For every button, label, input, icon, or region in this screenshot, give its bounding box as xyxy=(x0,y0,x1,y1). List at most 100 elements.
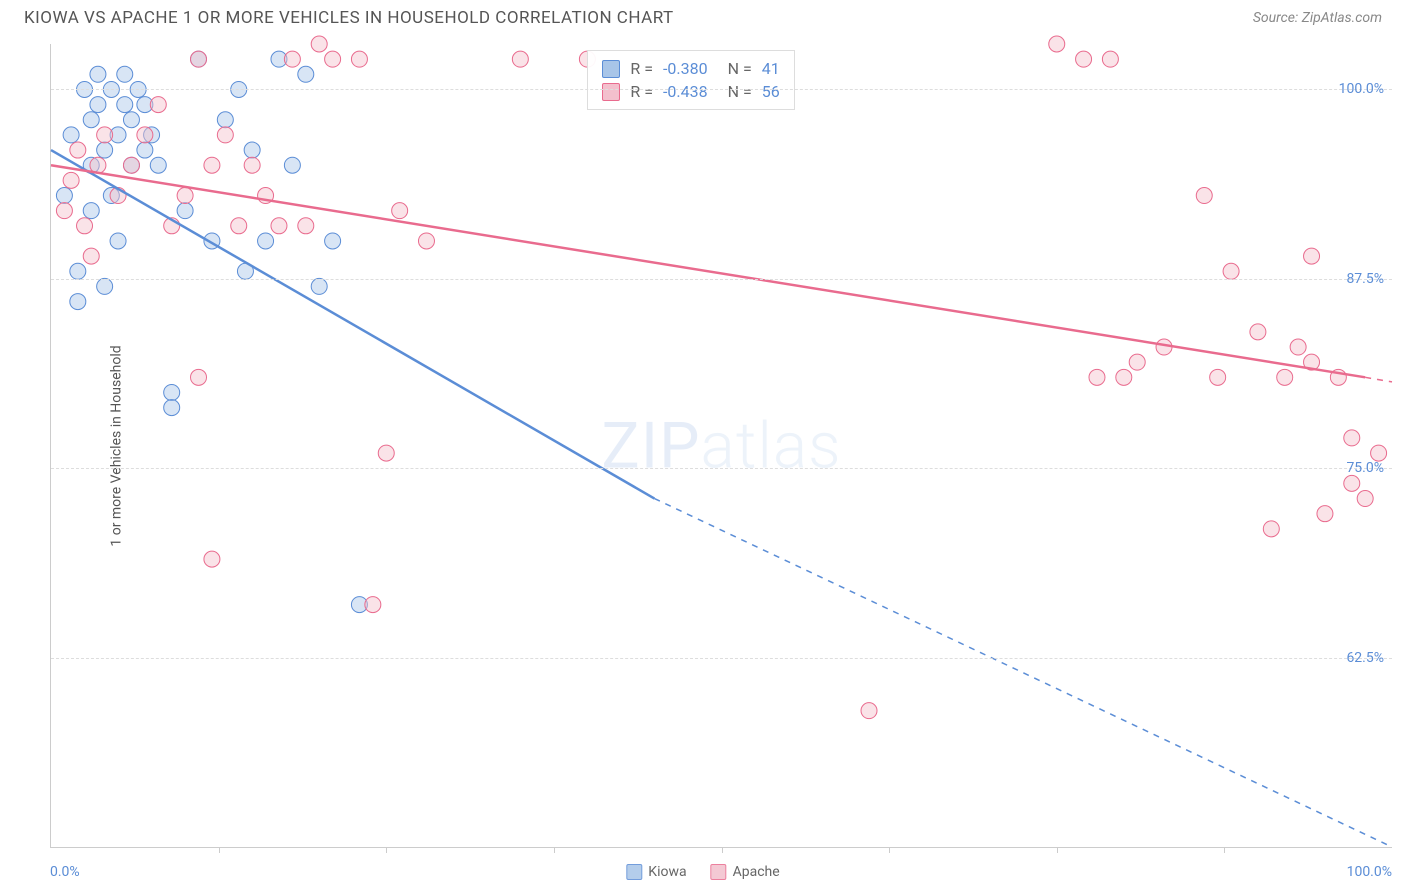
data-point xyxy=(1344,475,1360,491)
data-point xyxy=(97,127,113,143)
x-tick xyxy=(1057,847,1058,853)
data-point xyxy=(1263,521,1279,537)
data-point xyxy=(70,263,86,279)
correlation-stats-box: R = -0.380N = 41R = -0.438N = 56 xyxy=(587,50,794,110)
data-point xyxy=(244,142,260,158)
data-point xyxy=(365,597,381,613)
data-point xyxy=(204,157,220,173)
legend-item: Kiowa xyxy=(626,864,686,880)
data-point xyxy=(244,157,260,173)
legend-label: Kiowa xyxy=(648,864,686,880)
data-point xyxy=(117,66,133,82)
data-point xyxy=(1290,339,1306,355)
stats-row: R = -0.380N = 41 xyxy=(602,57,779,80)
x-axis-min-label: 0.0% xyxy=(50,864,80,880)
data-point xyxy=(77,218,93,234)
data-point xyxy=(83,112,99,128)
legend: Kiowa Apache xyxy=(626,864,779,880)
data-point xyxy=(123,157,139,173)
legend-item: Apache xyxy=(711,864,780,880)
data-point xyxy=(1371,445,1387,461)
stats-swatch xyxy=(602,83,620,101)
data-point xyxy=(271,218,287,234)
y-tick-label: 87.5% xyxy=(1346,271,1384,287)
data-point xyxy=(1049,36,1065,52)
data-point xyxy=(298,218,314,234)
y-tick-label: 75.0% xyxy=(1346,460,1384,476)
data-point xyxy=(325,51,341,67)
y-tick-label: 100.0% xyxy=(1339,81,1384,97)
r-value: -0.438 xyxy=(663,82,708,101)
data-point xyxy=(191,51,207,67)
data-point xyxy=(70,142,86,158)
data-point xyxy=(1357,491,1373,507)
data-point xyxy=(298,66,314,82)
chart-title: KIOWA VS APACHE 1 OR MORE VEHICLES IN HO… xyxy=(24,8,674,28)
gridline xyxy=(51,658,1392,659)
data-point xyxy=(1250,324,1266,340)
legend-swatch xyxy=(626,864,642,880)
data-point xyxy=(1223,263,1239,279)
data-point xyxy=(351,51,367,67)
data-point xyxy=(164,384,180,400)
data-point xyxy=(418,233,434,249)
data-point xyxy=(1129,354,1145,370)
gridline xyxy=(51,468,1392,469)
trend-line xyxy=(51,150,654,498)
data-point xyxy=(110,233,126,249)
data-point xyxy=(97,278,113,294)
data-point xyxy=(1277,369,1293,385)
x-tick xyxy=(386,847,387,853)
data-point xyxy=(70,294,86,310)
data-point xyxy=(63,127,79,143)
x-tick xyxy=(219,847,220,853)
data-point xyxy=(258,233,274,249)
data-point xyxy=(1344,430,1360,446)
x-axis-max-label: 100.0% xyxy=(1347,864,1392,880)
n-value: 41 xyxy=(762,59,780,78)
data-point xyxy=(1304,248,1320,264)
data-point xyxy=(1102,51,1118,67)
data-point xyxy=(97,142,113,158)
data-point xyxy=(90,66,106,82)
data-point xyxy=(1089,369,1105,385)
y-tick-label: 62.5% xyxy=(1346,650,1384,666)
data-point xyxy=(191,369,207,385)
data-point xyxy=(1210,369,1226,385)
data-point xyxy=(177,203,193,219)
gridline xyxy=(51,89,1392,90)
stats-row: R = -0.438N = 56 xyxy=(602,80,779,103)
data-point xyxy=(117,97,133,113)
data-point xyxy=(378,445,394,461)
r-value: -0.380 xyxy=(663,59,708,78)
data-point xyxy=(56,203,72,219)
gridline xyxy=(51,279,1392,280)
scatter-svg xyxy=(51,44,1392,847)
data-point xyxy=(311,36,327,52)
data-point xyxy=(56,188,72,204)
data-point xyxy=(1076,51,1092,67)
x-tick xyxy=(889,847,890,853)
data-point xyxy=(284,51,300,67)
chart-plot-area: ZIPatlas R = -0.380N = 41R = -0.438N = 5… xyxy=(50,44,1392,848)
x-tick xyxy=(1224,847,1225,853)
x-tick xyxy=(722,847,723,853)
data-point xyxy=(150,97,166,113)
n-value: 56 xyxy=(762,82,780,101)
data-point xyxy=(63,172,79,188)
data-point xyxy=(217,112,233,128)
data-point xyxy=(284,157,300,173)
data-point xyxy=(392,203,408,219)
data-point xyxy=(150,157,166,173)
source-attribution: Source: ZipAtlas.com xyxy=(1253,10,1382,26)
data-point xyxy=(204,551,220,567)
data-point xyxy=(1196,188,1212,204)
data-point xyxy=(164,400,180,416)
legend-swatch xyxy=(711,864,727,880)
data-point xyxy=(137,127,153,143)
data-point xyxy=(231,218,247,234)
data-point xyxy=(311,278,327,294)
trend-line-extrapolated xyxy=(654,499,1392,847)
data-point xyxy=(83,203,99,219)
data-point xyxy=(177,188,193,204)
